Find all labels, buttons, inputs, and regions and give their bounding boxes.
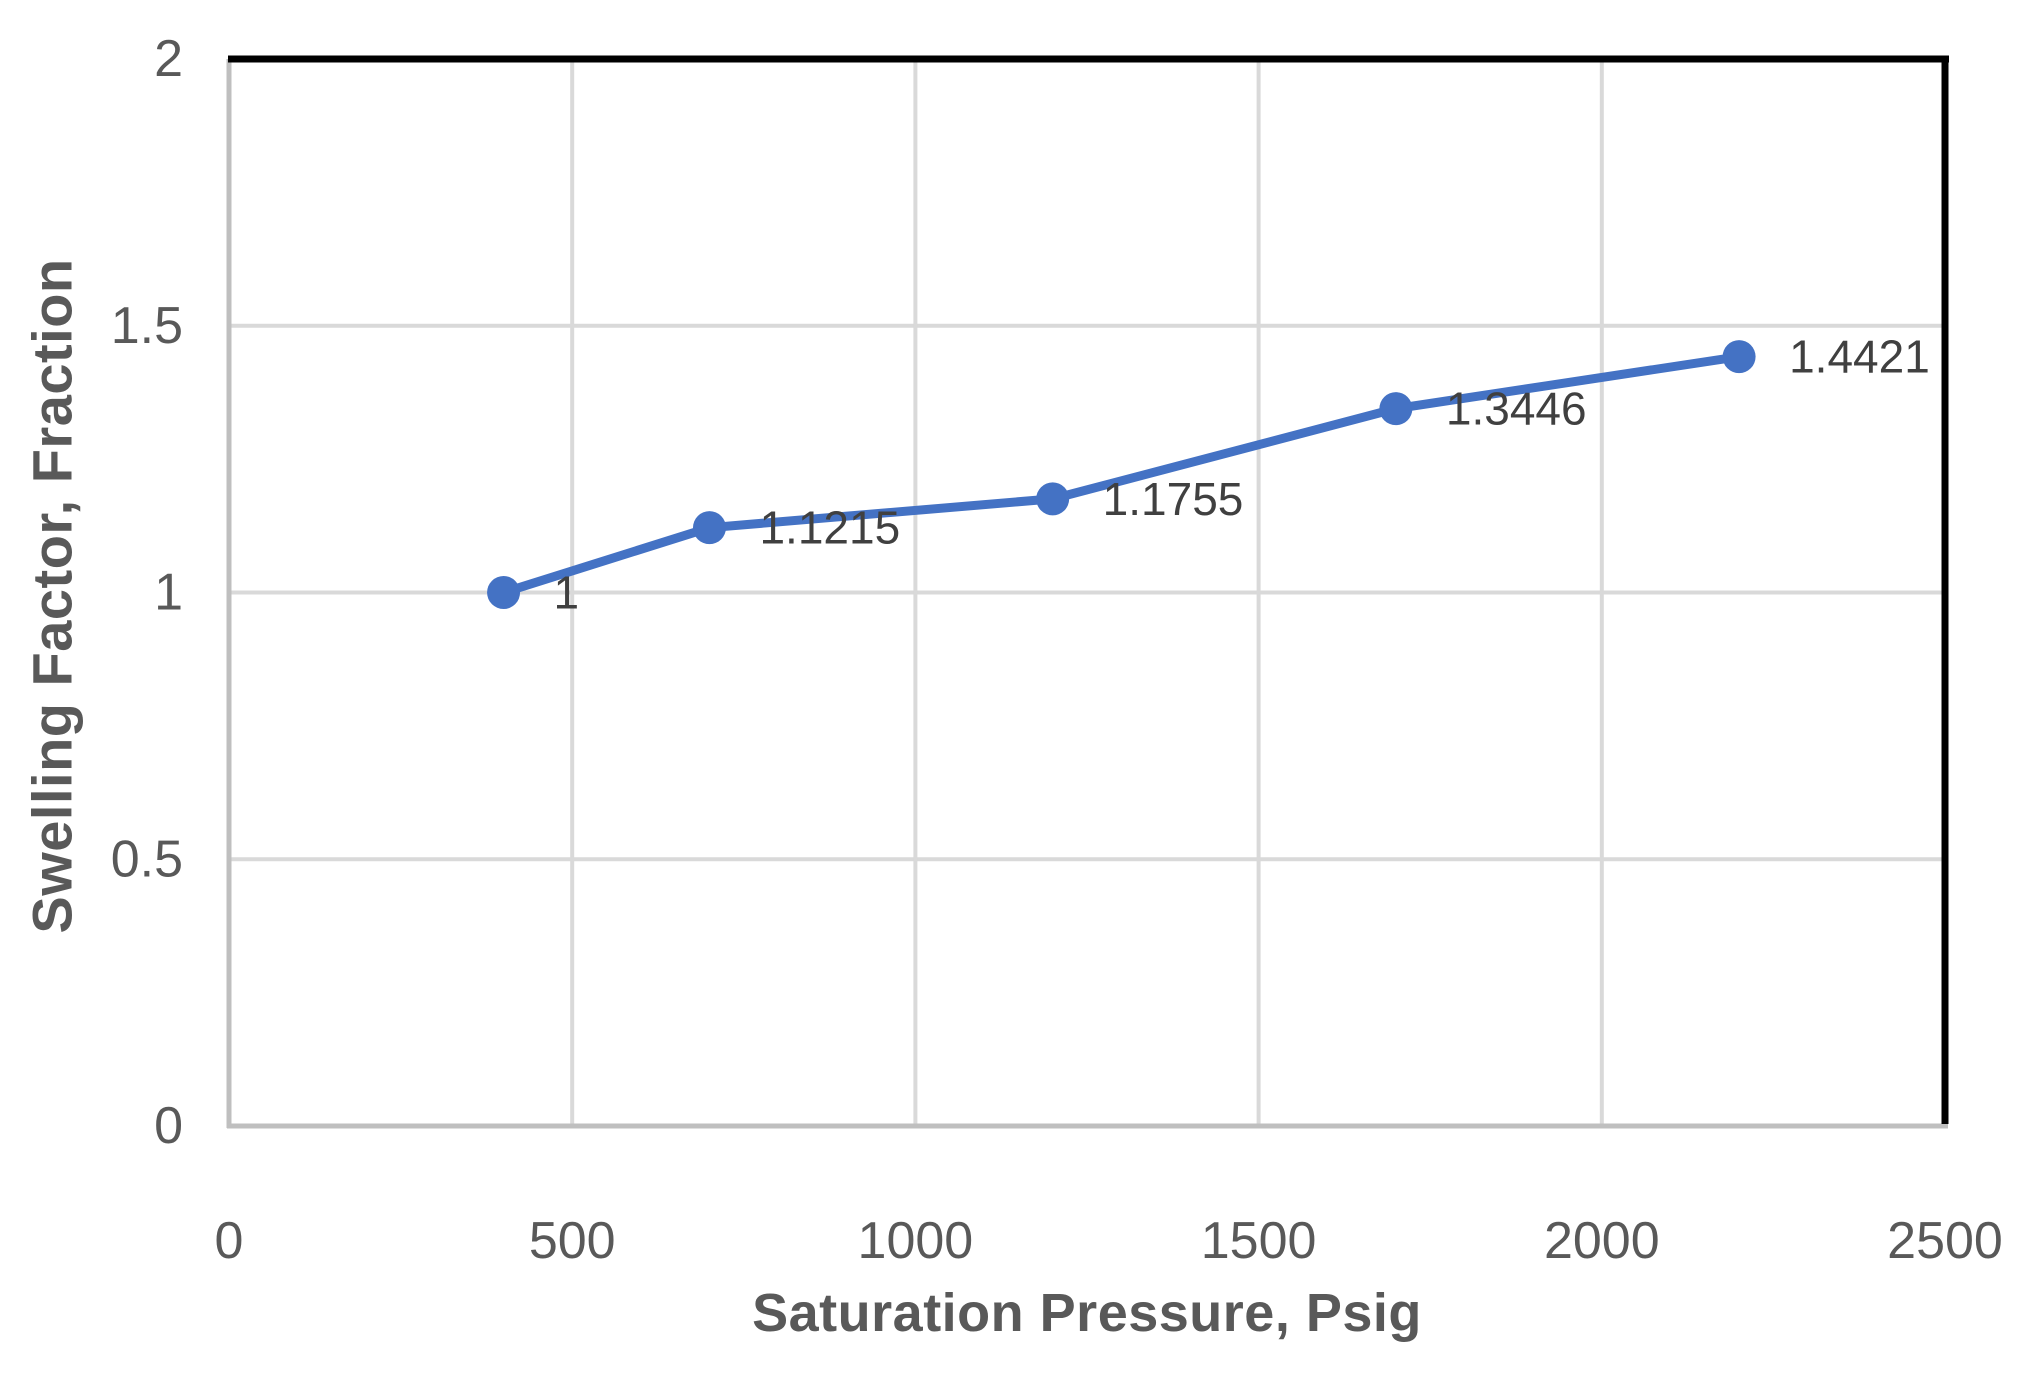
data-point-marker — [692, 511, 726, 545]
y-axis-title: Swelling Factor, Fraction — [20, 258, 84, 934]
x-tick-label: 2500 — [1887, 1212, 2003, 1270]
data-point-label: 1.1215 — [759, 502, 900, 554]
x-tick-label: 500 — [529, 1212, 616, 1270]
data-point-label: 1.3446 — [1446, 383, 1587, 435]
data-point-marker — [1036, 482, 1070, 516]
x-tick-label: 1500 — [1201, 1212, 1317, 1270]
data-point-label: 1.4421 — [1789, 331, 1930, 383]
y-tick-label: 1 — [154, 564, 183, 622]
data-point-marker — [487, 576, 521, 609]
data-point-marker — [1722, 340, 1756, 374]
data-point-label: 1 — [554, 567, 580, 619]
x-tick-label: 2000 — [1544, 1212, 1660, 1270]
data-point-marker — [1379, 392, 1413, 426]
y-tick-label: 1.5 — [111, 297, 183, 355]
y-tick-label: 0 — [154, 1097, 183, 1155]
x-tick-label: 1000 — [858, 1212, 974, 1270]
y-tick-label: 2 — [154, 30, 183, 88]
y-tick-label: 0.5 — [111, 830, 183, 888]
x-tick-label: 0 — [215, 1212, 244, 1270]
data-point-label: 1.1755 — [1103, 473, 1244, 525]
x-axis-title: Saturation Pressure, Psig — [752, 1283, 1422, 1343]
